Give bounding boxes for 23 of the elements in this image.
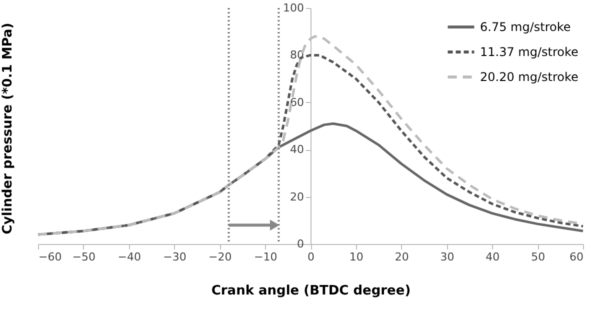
x-tick-label: 60 [570,250,584,264]
x-tick-label: 0 [308,250,314,264]
x-tick-label: −40 [118,250,141,264]
x-tick-label: −50 [72,250,96,264]
y-tick-label: 40 [290,143,304,156]
x-tick-label: −10 [254,250,278,264]
legend-label: 20.20 mg/stroke [480,70,578,84]
x-tick-label: 20 [394,250,409,264]
x-tick-label: −20 [208,250,232,264]
y-tick-label: 100 [283,2,304,14]
x-axis-title: Crank angle (BTDC degree) [211,284,411,298]
y-tick-label: 0 [297,238,304,250]
x-tick-label: 30 [440,250,454,264]
x-tick-label: −60 [38,250,62,264]
legend-label: 11.37 mg/stroke [480,45,578,59]
y-tick-label: 20 [290,190,304,204]
y-tick-label: 60 [290,96,304,109]
legend-label: 6.75 mg/stroke [480,20,571,34]
x-tick-label: −30 [163,250,186,264]
x-tick-label: 10 [349,250,364,264]
x-tick-label: 40 [486,250,500,264]
x-tick-label: 50 [531,250,546,264]
y-axis-title: Cylinder pressure (*0.1 MPa) [0,22,16,234]
